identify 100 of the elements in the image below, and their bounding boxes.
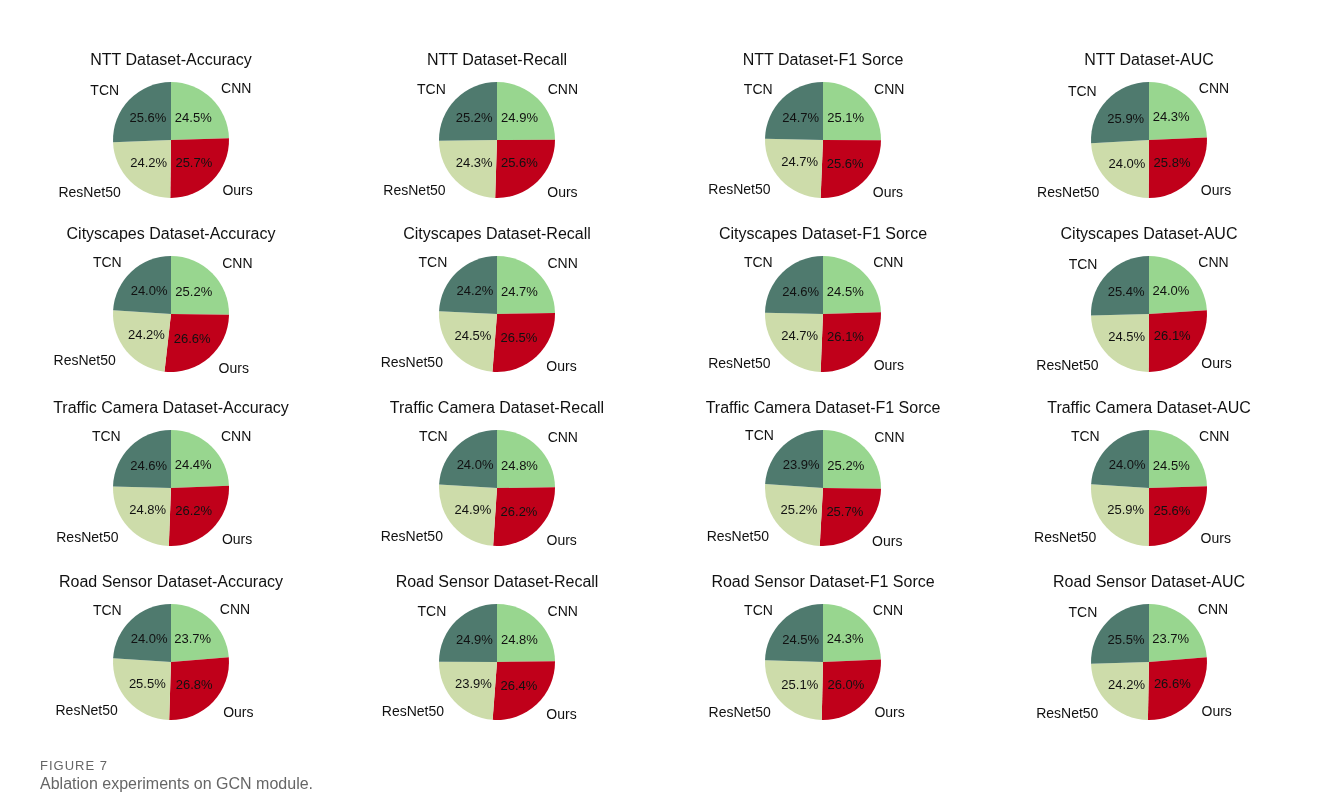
slice-label: TCN xyxy=(1070,427,1100,444)
data-label: 24.8% xyxy=(129,502,167,518)
data-label: 24.9% xyxy=(456,631,494,647)
chart-title: Cityscapes Dataset-Accuracy xyxy=(66,224,276,242)
slice-label: CNN xyxy=(872,602,904,619)
slice-label: TCN xyxy=(743,80,773,97)
data-label: 24.4% xyxy=(174,457,213,473)
data-label: 26.0% xyxy=(827,676,865,692)
slice-label: TCN xyxy=(1068,603,1098,620)
slice-label: TCN xyxy=(745,427,774,444)
data-label: 25.6% xyxy=(826,155,864,171)
chart-title: Traffic Camera Dataset-Accuracy xyxy=(53,398,289,416)
slice-label: ResNet50 xyxy=(53,352,117,369)
data-label: 24.3% xyxy=(455,154,494,170)
slice-label: Ours xyxy=(1200,181,1232,198)
slice-label: ResNet50 xyxy=(380,527,444,544)
data-label: 25.1% xyxy=(827,109,865,125)
data-label: 24.5% xyxy=(454,327,492,343)
chart-title: Road Sensor Dataset-F1 Sorce xyxy=(711,572,935,590)
slice-label: ResNet50 xyxy=(1034,529,1097,546)
data-label: 26.2% xyxy=(500,503,538,519)
chart-title: Road Sensor Dataset-Accuracy xyxy=(58,572,284,590)
slice-label: ResNet50 xyxy=(1036,705,1099,722)
data-label: 25.1% xyxy=(781,676,819,692)
text: Ablation experiments on GCN module. xyxy=(40,775,315,793)
slice-label: Ours xyxy=(1201,355,1232,372)
chart-title: Road Sensor Dataset-AUC xyxy=(1052,572,1246,590)
slice-label: Ours xyxy=(221,530,253,547)
slice-label: ResNet50 xyxy=(708,703,771,720)
slice-label: Ours xyxy=(873,357,904,374)
data-label: 25.4% xyxy=(1107,284,1145,300)
slice-label: TCN xyxy=(1067,82,1097,99)
chart-title: Cityscapes Dataset-AUC xyxy=(1060,224,1238,242)
slice-label: TCN xyxy=(418,427,448,444)
data-label: 24.5% xyxy=(826,283,865,299)
chart-title: NTT Dataset-Accuracy xyxy=(90,50,252,68)
data-label: 26.6% xyxy=(173,330,212,346)
data-label: 24.6% xyxy=(782,283,820,299)
slice-label: CNN xyxy=(874,429,905,446)
data-label: 24.2% xyxy=(130,155,168,171)
slice-label: CNN xyxy=(547,602,578,619)
data-label: 25.5% xyxy=(128,676,167,692)
slice-label: TCN xyxy=(743,254,773,271)
data-label: 24.0% xyxy=(1108,155,1146,171)
data-label: 24.2% xyxy=(128,327,166,343)
slice-label: TCN xyxy=(91,428,121,445)
data-label: 25.9% xyxy=(1107,110,1145,126)
slice-label: Ours xyxy=(546,532,577,549)
data-label: 26.1% xyxy=(827,329,865,345)
data-label: 24.9% xyxy=(454,501,492,517)
data-label: 23.9% xyxy=(455,676,493,692)
slice-label: ResNet50 xyxy=(58,183,121,200)
slice-label: Ours xyxy=(218,360,249,377)
data-label: 24.7% xyxy=(781,328,819,344)
slice-label: CNN xyxy=(222,255,253,272)
slice-label: Ours xyxy=(546,358,577,375)
slice-label: ResNet50 xyxy=(380,353,444,370)
slice-label: ResNet50 xyxy=(708,181,771,198)
data-label: 25.5% xyxy=(1107,632,1145,648)
slice-label: CNN xyxy=(873,254,904,271)
data-label: 24.9% xyxy=(501,109,539,125)
data-label: 25.9% xyxy=(1107,502,1145,518)
data-label: 24.8% xyxy=(501,631,539,647)
slice-label: ResNet50 xyxy=(708,355,771,372)
slice-label: CNN xyxy=(1198,253,1229,270)
caption: FIGURE 7 xyxy=(40,758,109,773)
data-label: 26.5% xyxy=(500,329,538,345)
data-label: 24.5% xyxy=(1152,457,1191,473)
data-label: 24.5% xyxy=(782,631,820,647)
chart-title: Cityscapes Dataset-F1 Sorce xyxy=(718,224,928,242)
slice-label: ResNet50 xyxy=(55,702,118,719)
data-label: 24.7% xyxy=(782,109,820,125)
data-label: 24.5% xyxy=(174,109,213,125)
data-label: 24.3% xyxy=(826,631,865,647)
data-label: 24.0% xyxy=(456,457,494,473)
slice-label: Ours xyxy=(1200,530,1231,547)
slice-label: Ours xyxy=(222,182,253,199)
slice-label: TCN xyxy=(92,601,122,618)
slice-label: CNN xyxy=(1199,428,1230,445)
slice-label: Ours xyxy=(546,706,577,723)
chart-title: Traffic Camera Dataset-AUC xyxy=(1047,398,1251,416)
data-label: 24.0% xyxy=(1108,457,1146,473)
slice-label: CNN xyxy=(874,81,905,98)
data-label: 24.6% xyxy=(130,457,168,473)
slice-label: CNN xyxy=(221,80,252,97)
chart-title: Cityscapes Dataset-Recall xyxy=(403,224,591,242)
slice-label: TCN xyxy=(92,253,122,270)
slice-label: TCN xyxy=(90,82,120,99)
slice-label: CNN xyxy=(547,254,578,271)
slice-label: Ours xyxy=(874,704,905,721)
data-label: 23.7% xyxy=(174,630,212,646)
data-label: 25.7% xyxy=(175,154,213,170)
chart-title: NTT Dataset-F1 Sorce xyxy=(742,50,904,68)
slice-label: CNN xyxy=(219,601,251,618)
data-label: 25.2% xyxy=(827,458,865,474)
data-label: 24.7% xyxy=(781,154,819,170)
chart-title: Traffic Camera Dataset-F1 Sorce xyxy=(705,398,941,416)
slice-label: CNN xyxy=(1197,601,1229,618)
data-label: 24.2% xyxy=(456,283,494,299)
data-label: 24.7% xyxy=(500,283,539,299)
